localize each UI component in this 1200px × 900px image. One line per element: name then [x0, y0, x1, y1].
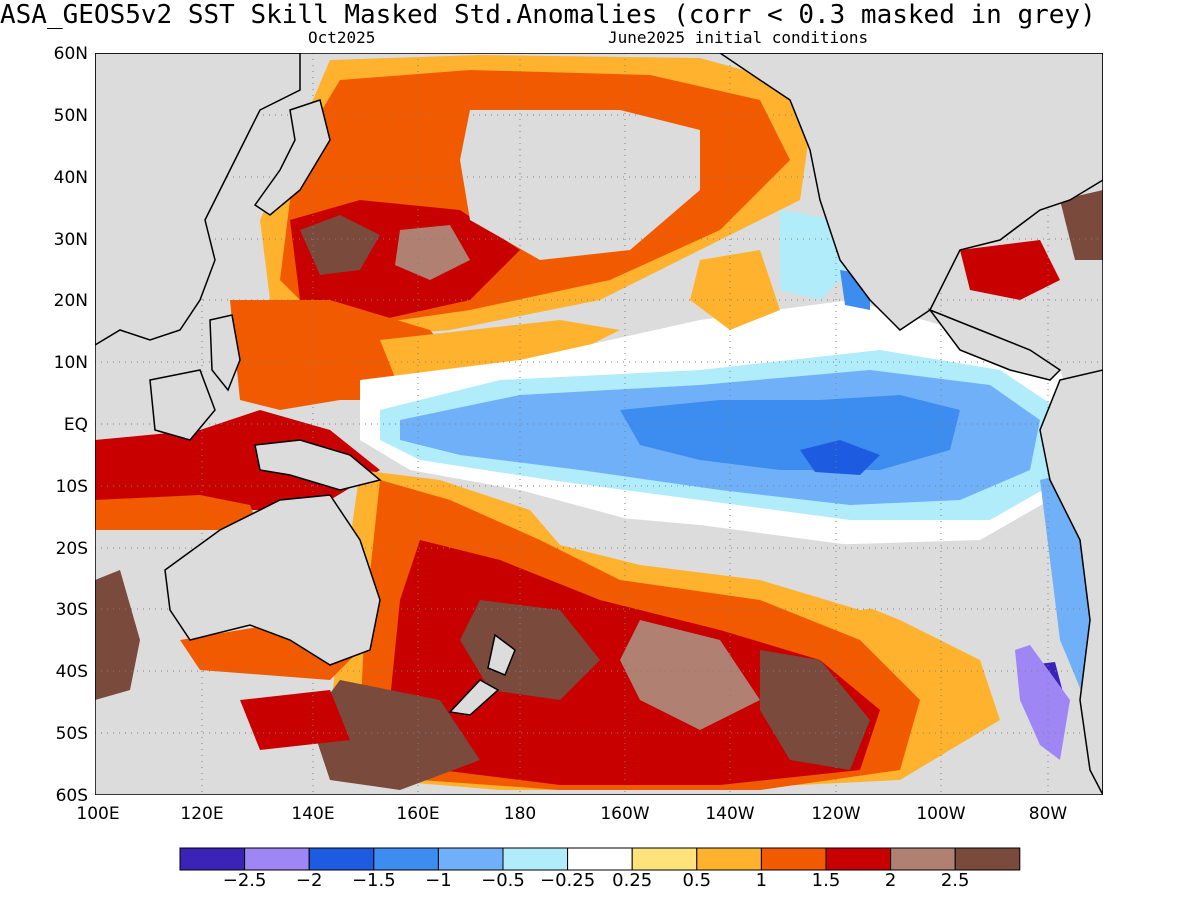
- lat-label: 10N: [53, 353, 88, 373]
- lat-label: 50N: [53, 106, 88, 126]
- lat-label: EQ: [63, 415, 88, 435]
- lon-label: 120E: [180, 804, 224, 824]
- anomaly-indonesia-strong: [95, 495, 260, 530]
- land-central-america: [927, 308, 1062, 381]
- lon-label: 100W: [916, 804, 966, 824]
- land-north-america: [718, 53, 1103, 331]
- colorbar-label: −0.25: [540, 870, 596, 891]
- initial-conditions: June2025 initial conditions: [608, 28, 869, 47]
- anomaly-indonesia-warm: [95, 410, 380, 510]
- lat-label: 20S: [55, 539, 88, 559]
- anomaly-south-pacific-extreme: [310, 680, 480, 790]
- lat-label: 30N: [53, 230, 88, 250]
- lon-label: 180: [503, 804, 537, 824]
- lon-label: 100E: [76, 804, 120, 824]
- lon-label: 80W: [1028, 804, 1068, 824]
- anomaly-south-pacific-extreme: [620, 620, 760, 730]
- anomaly-south-pacific-extreme: [460, 600, 600, 700]
- colorbar-label: 0.5: [682, 870, 712, 891]
- lat-label: 40S: [55, 662, 88, 682]
- lat-label: 50S: [55, 724, 88, 744]
- land-japan: [253, 99, 331, 216]
- map-title: ASA_GEOS5v2 SST Skill Masked Std.Anomali…: [0, 0, 1096, 30]
- lon-label: 140E: [291, 804, 335, 824]
- land-new-zealand: [487, 633, 516, 676]
- lon-label: 160W: [600, 804, 650, 824]
- masked-region: [530, 510, 960, 610]
- lat-label: 10S: [55, 477, 88, 497]
- land-new-zealand-south: [448, 679, 500, 716]
- lat-label: 60N: [53, 44, 88, 64]
- anomaly-southern-indian-warm: [95, 570, 140, 700]
- forecast-month: Oct2025: [308, 28, 376, 47]
- anomaly-south-pacific-extreme: [760, 650, 870, 770]
- colorbar-label: 2: [884, 870, 897, 891]
- masked-region: [460, 110, 700, 260]
- anomaly-north-pacific-extreme: [300, 215, 380, 275]
- graticule: [95, 53, 1103, 795]
- land-new-guinea: [254, 439, 382, 491]
- lat-label: 60S: [55, 786, 88, 806]
- colorbar-label: −2.5: [222, 870, 267, 891]
- colorbar-label: −0.5: [481, 870, 525, 891]
- colorbar-label: 1: [755, 870, 768, 891]
- colorbar-label: 2.5: [940, 870, 970, 891]
- anomaly-northeast-pacific-warm: [690, 250, 780, 330]
- anomaly-gulf-warm: [1060, 190, 1103, 260]
- lon-label: 120W: [811, 804, 861, 824]
- colorbar-label: 0.25: [612, 870, 653, 891]
- land-borneo: [149, 369, 216, 441]
- lon-label: 160E: [396, 804, 440, 824]
- land-asia: [95, 53, 301, 346]
- land: [95, 53, 1103, 795]
- colorbar-label: −1: [425, 870, 452, 891]
- anomaly-southern-indian-warm: [240, 690, 350, 750]
- land-south-america: [1039, 369, 1103, 795]
- colorbar-label: −1.5: [351, 870, 396, 891]
- lat-label: 30S: [55, 600, 88, 620]
- anomaly-equatorial-coldest: [800, 440, 880, 475]
- land-philippines: [209, 314, 241, 392]
- anomaly-chile-coast-cold: [1015, 645, 1070, 760]
- lon-label: 140W: [705, 804, 755, 824]
- anomaly-gulf-warm: [960, 240, 1060, 300]
- colorbar-label: 1.5: [811, 870, 841, 891]
- colorbar-label: −2: [295, 870, 323, 891]
- lat-label: 40N: [53, 168, 88, 188]
- lat-label: 20N: [53, 291, 88, 311]
- land-australia: [164, 494, 381, 666]
- anomaly-equatorial-colder: [620, 395, 960, 470]
